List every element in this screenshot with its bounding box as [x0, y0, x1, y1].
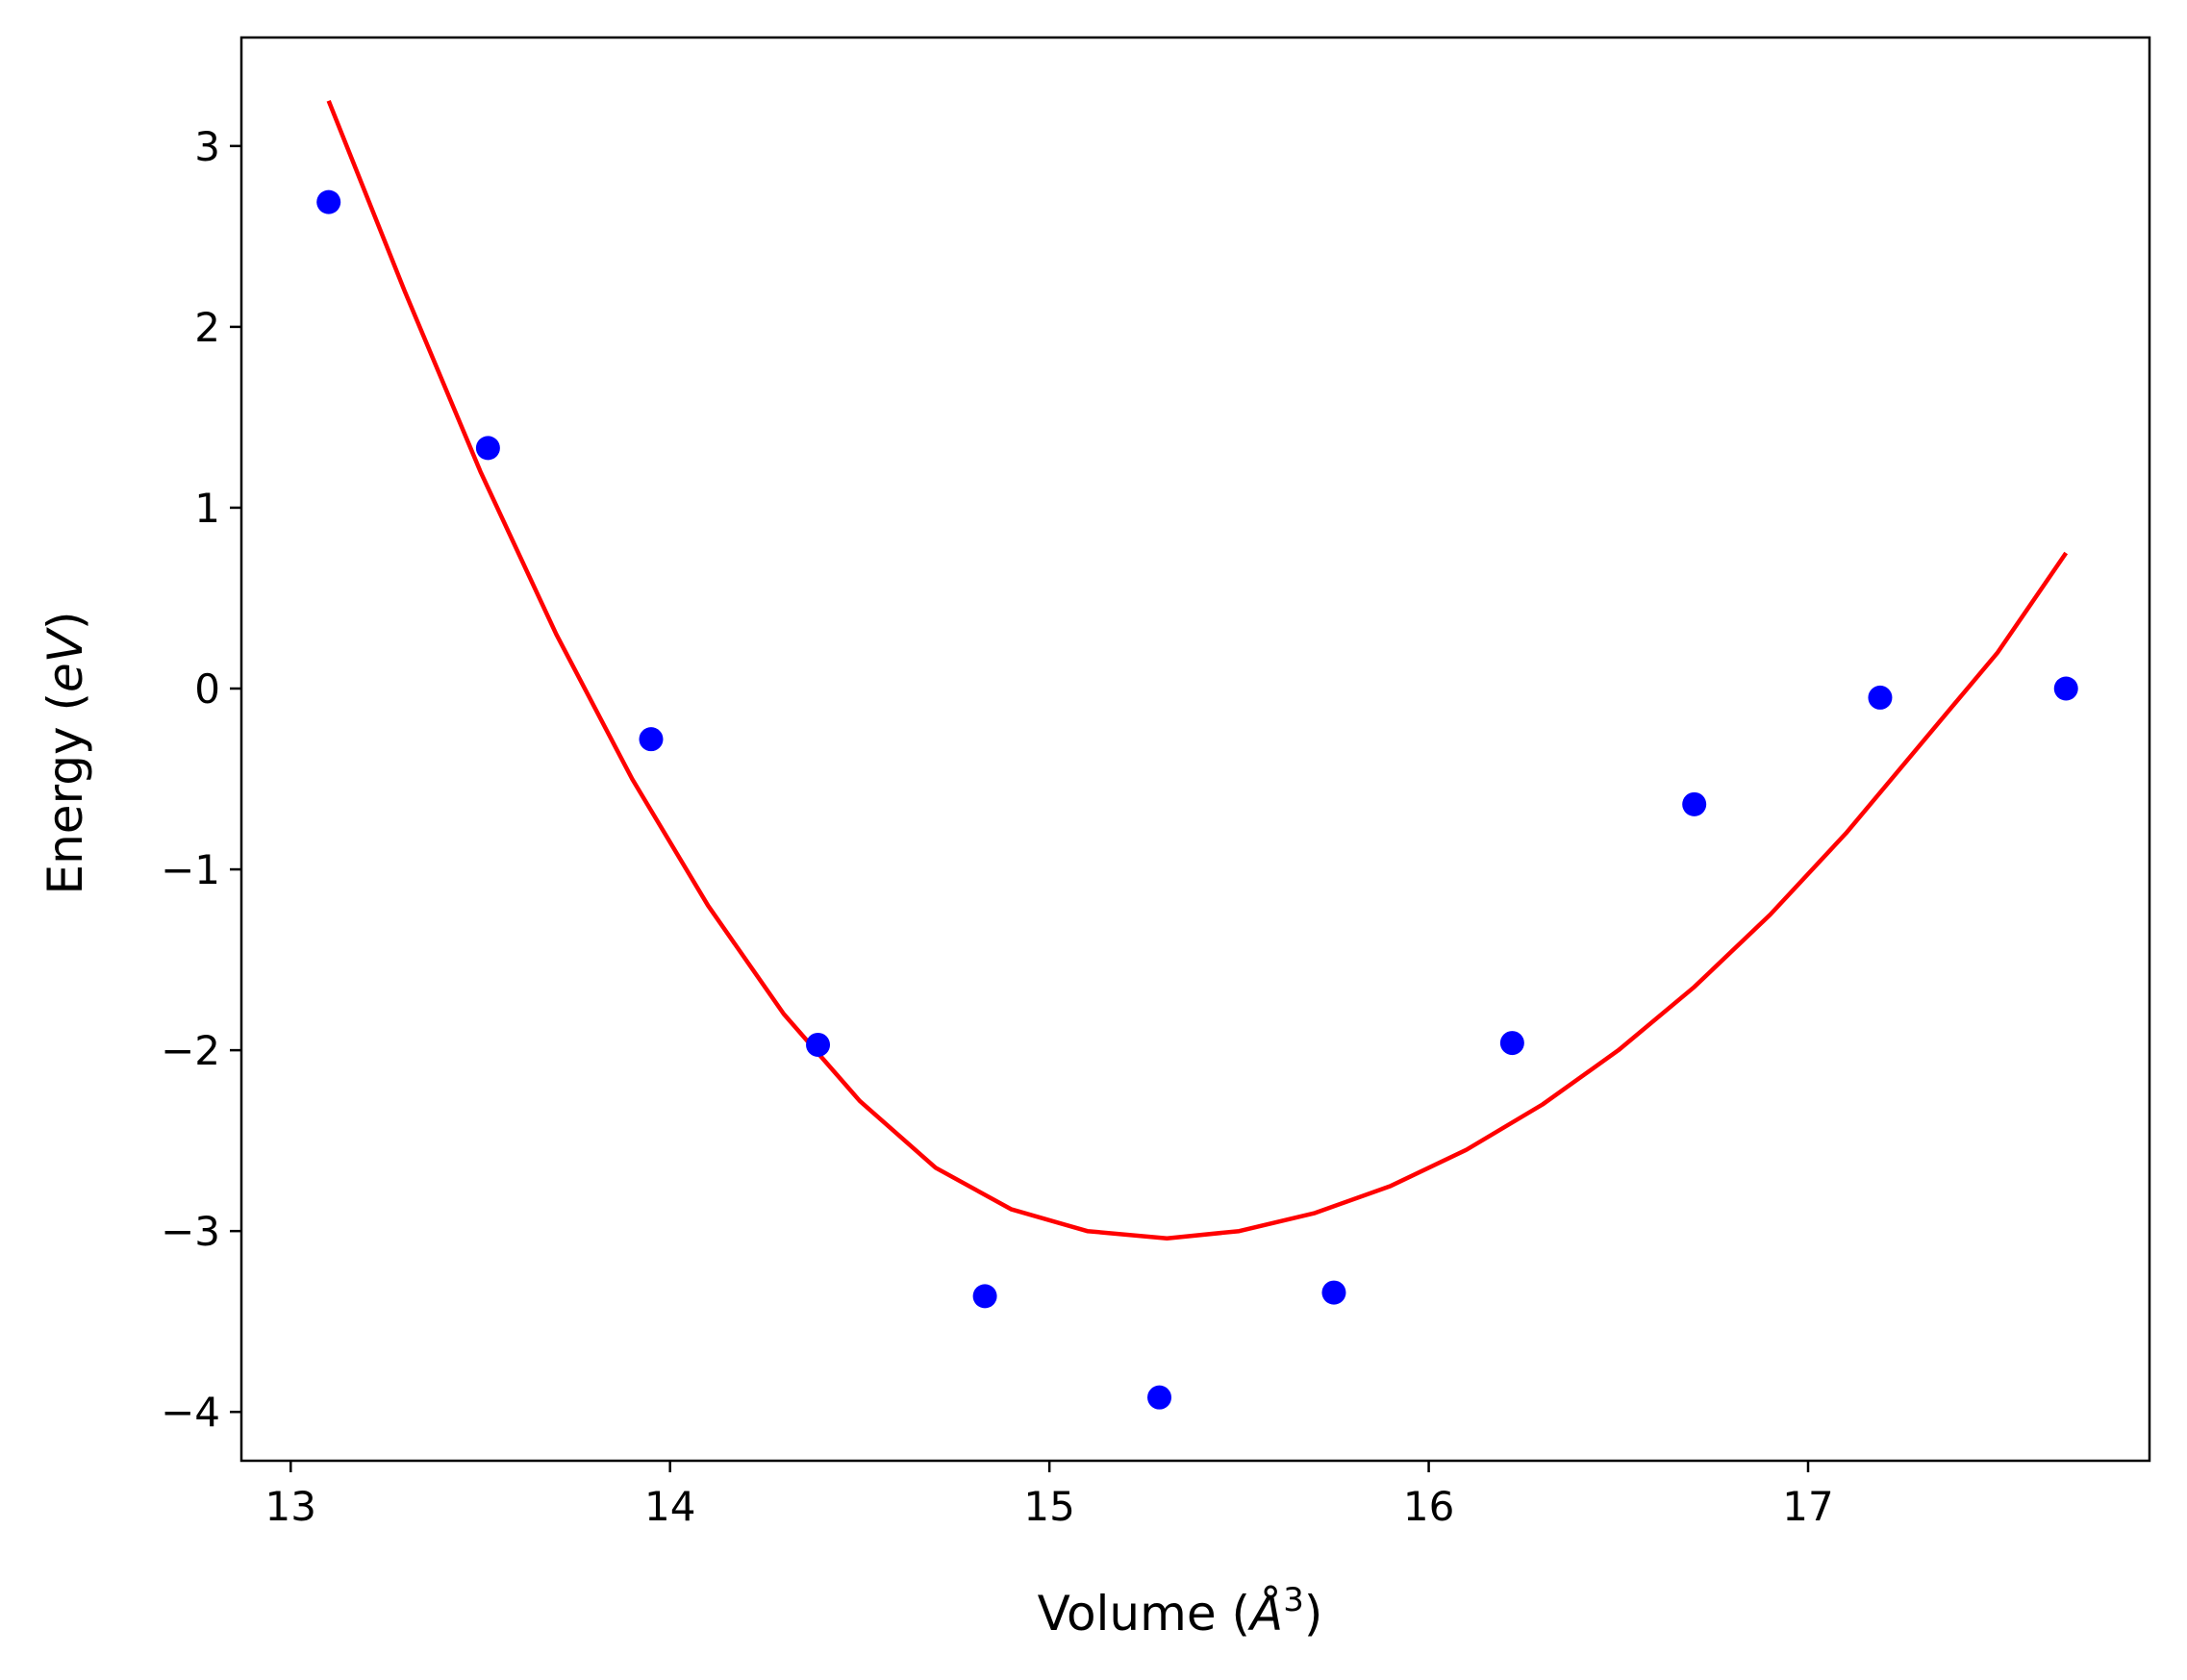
x-axis-label: Volume (Å3) — [1038, 1581, 1323, 1642]
y-axis-label-text: Energy ( — [38, 692, 93, 894]
x-tick-label: 14 — [644, 1483, 695, 1530]
y-tick-label: 2 — [194, 304, 220, 351]
y-tick-label: −3 — [161, 1208, 220, 1255]
y-tick-label: −1 — [161, 846, 220, 893]
data-point — [1321, 1280, 1346, 1305]
x-axis-label-close: ) — [1304, 1586, 1323, 1642]
data-point — [316, 189, 341, 214]
x-tick-label: 15 — [1023, 1483, 1074, 1530]
y-tick-label: −2 — [161, 1027, 220, 1074]
x-tick-label: 13 — [265, 1483, 316, 1530]
data-point — [1147, 1385, 1172, 1410]
x-axis-label-text: Volume ( — [1038, 1586, 1250, 1642]
plot-frame — [239, 36, 2151, 1463]
data-point — [972, 1284, 997, 1309]
data-point — [1868, 685, 1893, 710]
data-point — [1499, 1031, 1524, 1056]
y-axis-ticks: −4 −3 −2 −1 0 1 2 3 — [161, 123, 241, 1436]
x-tick-label: 16 — [1403, 1483, 1454, 1530]
data-point — [639, 727, 664, 752]
plot-content — [316, 99, 2078, 1410]
data-point — [806, 1032, 831, 1057]
y-axis-label-close: ) — [38, 612, 93, 631]
data-point — [1682, 791, 1707, 816]
x-axis-label-exponent: 3 — [1283, 1581, 1304, 1619]
fit-curve — [326, 99, 2069, 1241]
y-axis-label-unit: eV — [38, 626, 93, 692]
y-tick-label: 0 — [194, 665, 220, 713]
x-axis-label-unit: Å — [1247, 1586, 1283, 1642]
x-axis-ticks: 13 14 15 16 17 — [265, 1461, 1834, 1530]
data-point — [475, 436, 500, 461]
data-point — [2053, 676, 2078, 701]
y-tick-label: −4 — [161, 1389, 220, 1436]
y-tick-label: 1 — [194, 485, 220, 532]
y-tick-label: 3 — [194, 123, 220, 170]
y-axis-label: Energy (eV) — [38, 612, 93, 895]
x-tick-label: 17 — [1782, 1483, 1833, 1530]
